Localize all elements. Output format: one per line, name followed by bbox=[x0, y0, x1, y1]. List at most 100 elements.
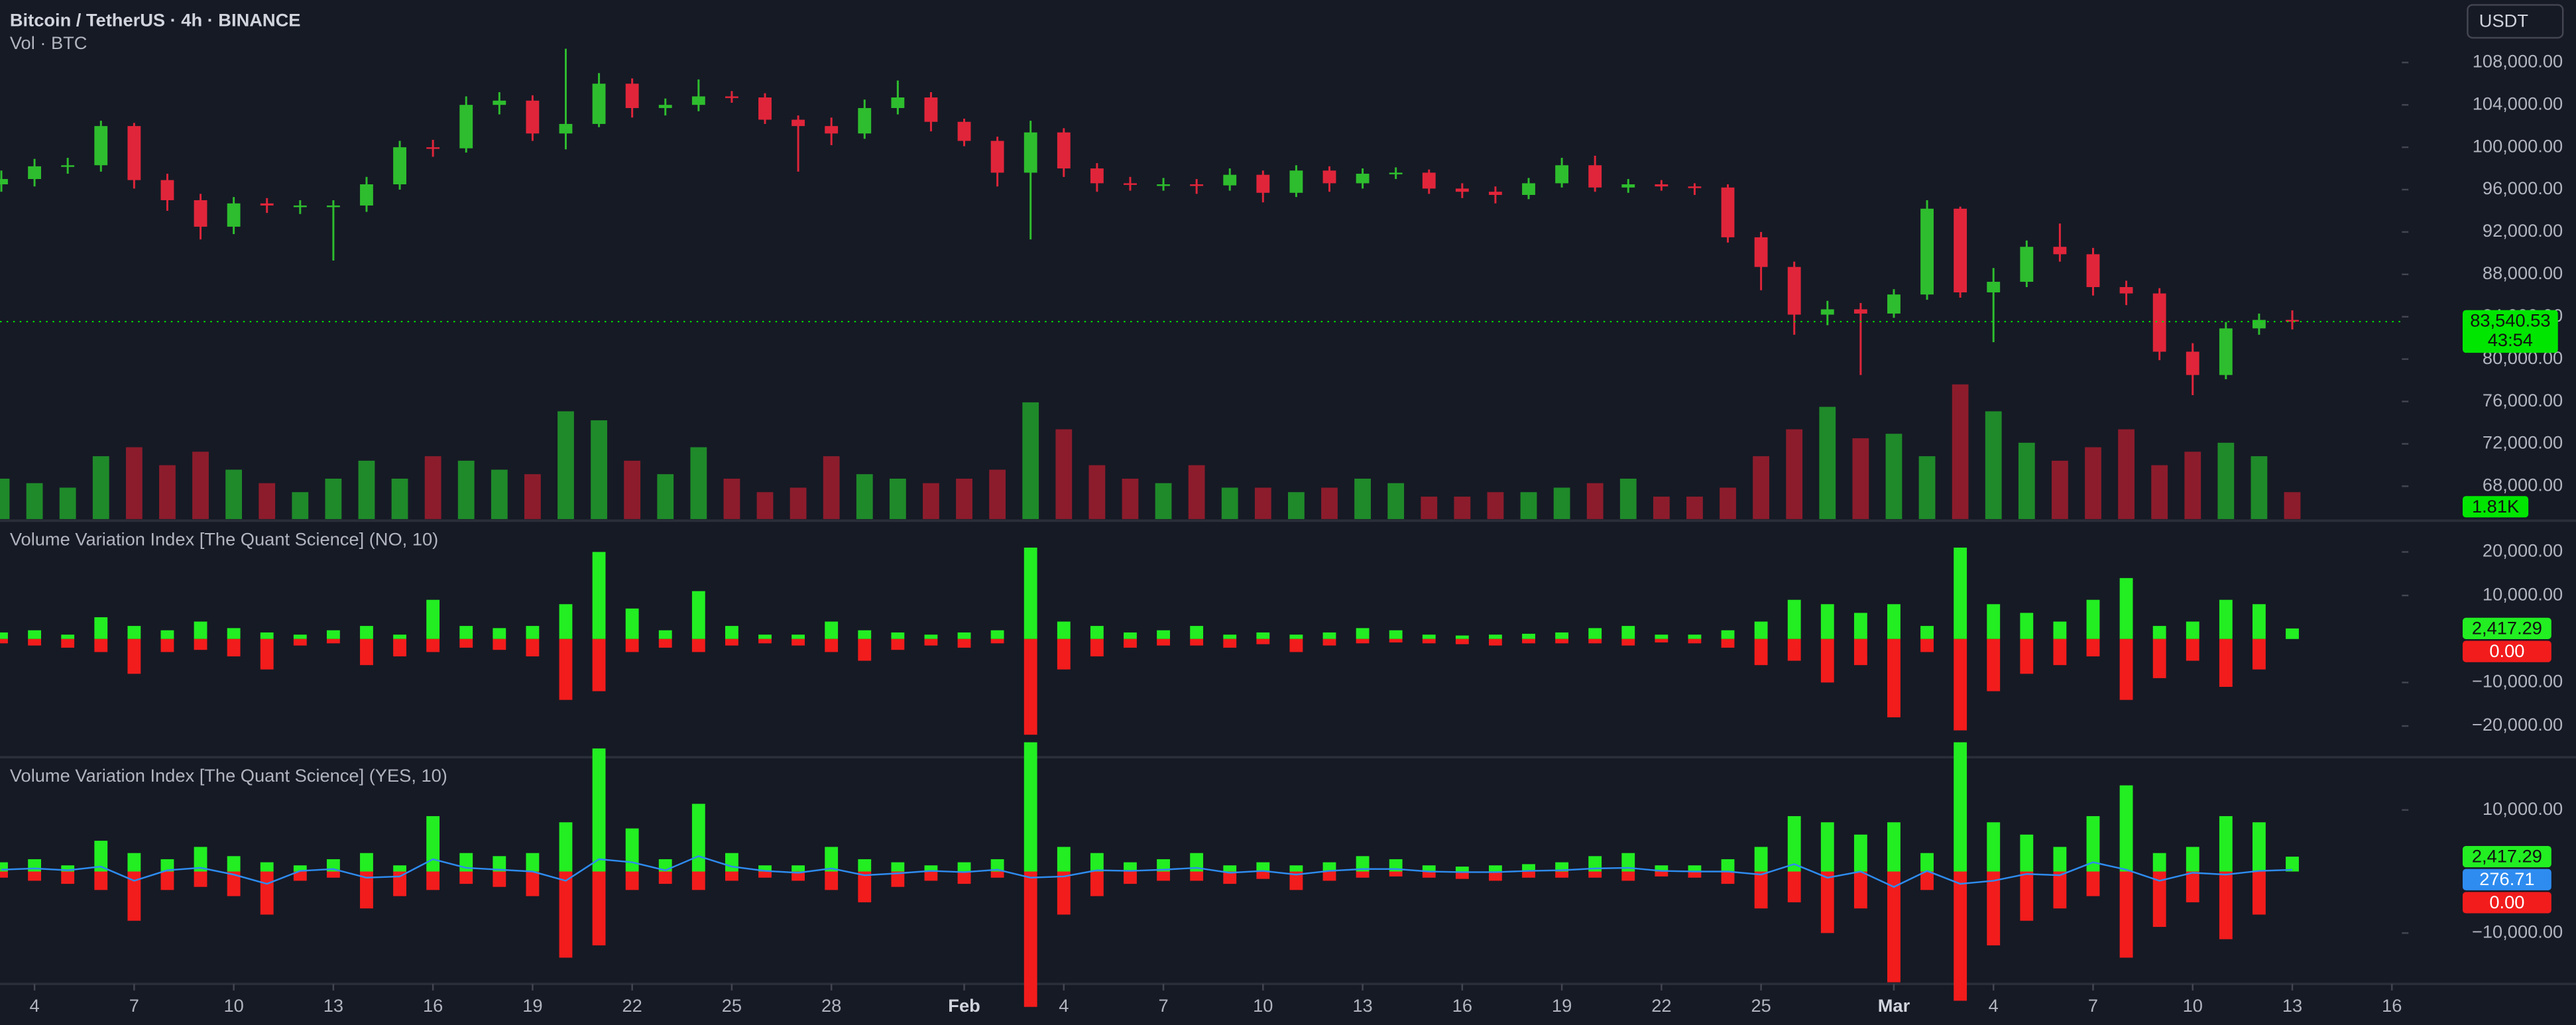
index-bar bbox=[2119, 638, 2133, 700]
volume-bar bbox=[823, 456, 840, 519]
index-bar bbox=[127, 638, 141, 674]
index-bar bbox=[1190, 638, 1204, 646]
index-bar bbox=[1356, 856, 1370, 872]
volume-bar bbox=[92, 456, 109, 519]
index-bar bbox=[2020, 834, 2034, 872]
index-bar bbox=[94, 617, 108, 639]
index-bar bbox=[791, 871, 805, 881]
candle-body bbox=[326, 205, 340, 208]
index-bar bbox=[858, 630, 872, 639]
index-bar bbox=[1455, 635, 1469, 639]
candle-body bbox=[658, 105, 672, 108]
volume-bar bbox=[1720, 487, 1736, 519]
candle-body bbox=[1024, 132, 1037, 173]
index-bar bbox=[1090, 638, 1104, 657]
y-tick-label: 72,000.00 bbox=[2483, 432, 2563, 453]
x-tick-label: 10 bbox=[1253, 995, 1273, 1016]
candle-body bbox=[891, 97, 905, 108]
last-value-tag bbox=[2462, 869, 2551, 890]
volume-bar bbox=[889, 478, 906, 519]
index-bar bbox=[1721, 630, 1735, 639]
volume-bar bbox=[225, 469, 243, 519]
volume-bar bbox=[1553, 487, 1570, 519]
index-bar bbox=[0, 632, 8, 639]
volume-bar bbox=[1686, 497, 1703, 519]
index-bar bbox=[1588, 628, 1602, 639]
volume-bar bbox=[1022, 402, 1039, 519]
volume-bar bbox=[2284, 492, 2301, 519]
candle-body bbox=[1787, 267, 1801, 315]
x-tick-label: 13 bbox=[1352, 995, 1372, 1016]
candle-body bbox=[1987, 282, 2001, 292]
index-bar bbox=[2186, 871, 2199, 902]
candle-body bbox=[493, 100, 506, 105]
index-bar bbox=[2286, 857, 2299, 872]
index-bar bbox=[227, 856, 241, 872]
volume-bar bbox=[524, 474, 541, 519]
candle-body bbox=[758, 97, 772, 120]
index-bar bbox=[990, 630, 1004, 639]
candle-body bbox=[791, 119, 805, 127]
index-bar bbox=[2086, 815, 2100, 872]
index-bar bbox=[260, 632, 274, 639]
index-bar bbox=[2119, 785, 2133, 872]
index-bar bbox=[1655, 865, 1669, 872]
candle-body bbox=[1721, 187, 1735, 237]
index-bar bbox=[2219, 638, 2233, 687]
signal-line bbox=[1, 855, 2293, 888]
index-bar bbox=[493, 856, 506, 872]
index-bar bbox=[1223, 865, 1237, 872]
index-bar bbox=[28, 871, 42, 881]
index-bar bbox=[293, 634, 307, 639]
volume-bar bbox=[1354, 478, 1371, 519]
index-bar bbox=[393, 634, 406, 639]
x-tick-label: 16 bbox=[2382, 995, 2402, 1016]
index-bar bbox=[725, 638, 738, 646]
index-bar bbox=[526, 853, 540, 872]
candle-body bbox=[1455, 188, 1469, 192]
last-price-label: 83,540.53 bbox=[2470, 310, 2550, 330]
candle-body bbox=[1090, 168, 1104, 184]
index-bar bbox=[260, 862, 274, 872]
volume-bar bbox=[956, 478, 972, 519]
candle-body bbox=[1887, 294, 1901, 314]
index-bar bbox=[691, 804, 705, 872]
volume-bar bbox=[557, 411, 574, 519]
volume-bar bbox=[1586, 483, 1604, 519]
candle-body bbox=[1688, 186, 1702, 188]
volume-bar bbox=[2018, 442, 2035, 519]
index-bar bbox=[28, 630, 42, 639]
candle-body bbox=[61, 165, 75, 167]
index-bar bbox=[791, 865, 805, 872]
index-bar bbox=[1754, 638, 1768, 666]
candle-body bbox=[1920, 208, 1934, 295]
candle-body bbox=[825, 126, 839, 134]
index-bar bbox=[825, 871, 839, 890]
index-bar bbox=[227, 638, 241, 657]
index-bar bbox=[1057, 621, 1071, 639]
index-bar bbox=[1920, 638, 1934, 652]
index-bar bbox=[1754, 621, 1768, 639]
index-bar bbox=[825, 847, 839, 872]
index-bar bbox=[891, 632, 905, 639]
index-bar bbox=[1157, 859, 1170, 872]
index-bar bbox=[1954, 638, 1967, 731]
volume-bar bbox=[2085, 447, 2101, 519]
currency-button[interactable] bbox=[2467, 4, 2564, 39]
candle-body bbox=[1389, 172, 1403, 174]
index-bar bbox=[1754, 871, 1768, 909]
volume-bar bbox=[358, 460, 375, 519]
index-bar bbox=[1754, 847, 1768, 872]
index-bar bbox=[1522, 871, 1535, 878]
index-bar bbox=[1157, 630, 1170, 639]
y-tick-label: 108,000.00 bbox=[2473, 50, 2563, 71]
countdown-label: 43:54 bbox=[2488, 330, 2533, 350]
currency-label[interactable]: USDT bbox=[2479, 11, 2529, 31]
index-bar bbox=[426, 599, 440, 639]
volume-label: Vol · BTC bbox=[10, 32, 88, 53]
candle-body bbox=[1124, 183, 1137, 185]
index-bar bbox=[393, 865, 406, 872]
index-bar bbox=[493, 638, 506, 650]
index-bar bbox=[2152, 871, 2166, 928]
index-bar bbox=[1787, 815, 1801, 872]
